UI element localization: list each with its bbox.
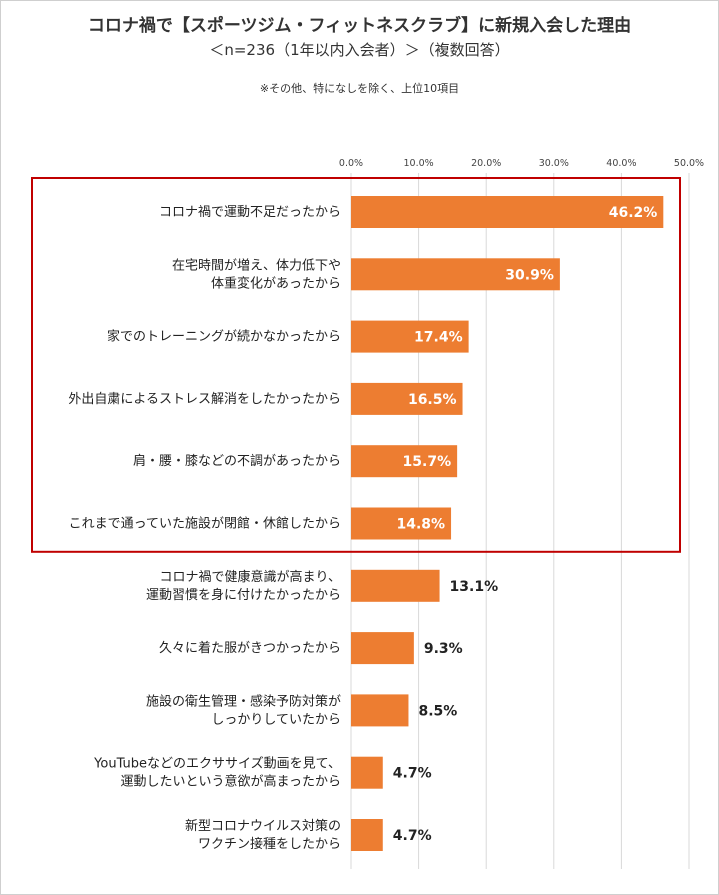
category-label: しっかりしていたから bbox=[211, 712, 341, 727]
data-label: 46.2% bbox=[609, 205, 658, 221]
category-label: コロナ禍で運動不足だったから bbox=[159, 204, 341, 220]
highlight-box bbox=[31, 177, 681, 553]
bar bbox=[351, 632, 414, 665]
x-tick-label: 30.0% bbox=[539, 158, 569, 169]
x-tick-label: 50.0% bbox=[674, 158, 704, 169]
bar bbox=[351, 569, 440, 602]
category-label: 体重変化があったから bbox=[211, 275, 341, 291]
data-label: 15.7% bbox=[403, 454, 452, 470]
chart-note: ※その他、特になしを除く、上位10項目 bbox=[259, 82, 460, 95]
category-label: 肩・腰・膝などの不調があったから bbox=[133, 453, 341, 469]
bar bbox=[351, 756, 383, 789]
bar bbox=[351, 258, 560, 291]
category-label: 施設の衛生管理・感染予防対策が bbox=[146, 693, 341, 709]
data-label: 4.7% bbox=[393, 828, 432, 844]
data-label: 8.5% bbox=[418, 703, 457, 719]
bar bbox=[351, 382, 463, 415]
x-tick-label: 0.0% bbox=[339, 158, 363, 169]
chart-title: コロナ禍で【スポーツジム・フィットネスクラブ】に新規入会した理由 bbox=[87, 16, 632, 36]
data-label: 17.4% bbox=[414, 330, 463, 346]
category-label: 久々に着た服がきつかったから bbox=[159, 640, 341, 656]
category-label: 新型コロナウイルス対策の bbox=[185, 818, 341, 834]
category-label: 家でのトレーニングが続かなかったから bbox=[107, 329, 341, 345]
x-tick-label: 20.0% bbox=[471, 158, 501, 169]
data-label: 14.8% bbox=[396, 517, 445, 533]
bar bbox=[351, 507, 452, 540]
x-tick-label: 10.0% bbox=[404, 158, 434, 169]
category-label: コロナ禍で健康意識が高まり、 bbox=[160, 569, 341, 585]
data-label: 30.9% bbox=[505, 267, 554, 283]
data-label: 16.5% bbox=[408, 392, 457, 408]
bar bbox=[351, 196, 664, 228]
bar bbox=[351, 320, 469, 353]
category-label: 運動習慣を身に付けたかったから bbox=[146, 587, 341, 603]
category-label: これまで通っていた施設が閉館・休館したから bbox=[69, 516, 341, 532]
category-label: 在宅時間が増え、体力低下や bbox=[172, 258, 341, 273]
category-label: YouTubeなどのエクササイズ動画を見て、 bbox=[93, 756, 341, 772]
bar bbox=[351, 445, 458, 478]
chart-subtitle: ＜n=236（1年以内入会者）＞（複数回答） bbox=[209, 41, 510, 59]
category-label: ワクチン接種をしたから bbox=[198, 836, 341, 852]
category-label: 外出自粛によるストレス解消をしたかったから bbox=[68, 392, 341, 407]
bar bbox=[351, 819, 383, 851]
data-label: 4.7% bbox=[393, 766, 432, 782]
data-label: 9.3% bbox=[424, 641, 463, 657]
category-label: 運動したいという意欲が高まったから bbox=[121, 774, 341, 790]
x-tick-label: 40.0% bbox=[606, 158, 636, 169]
data-label: 13.1% bbox=[450, 579, 499, 595]
bar bbox=[351, 694, 409, 727]
